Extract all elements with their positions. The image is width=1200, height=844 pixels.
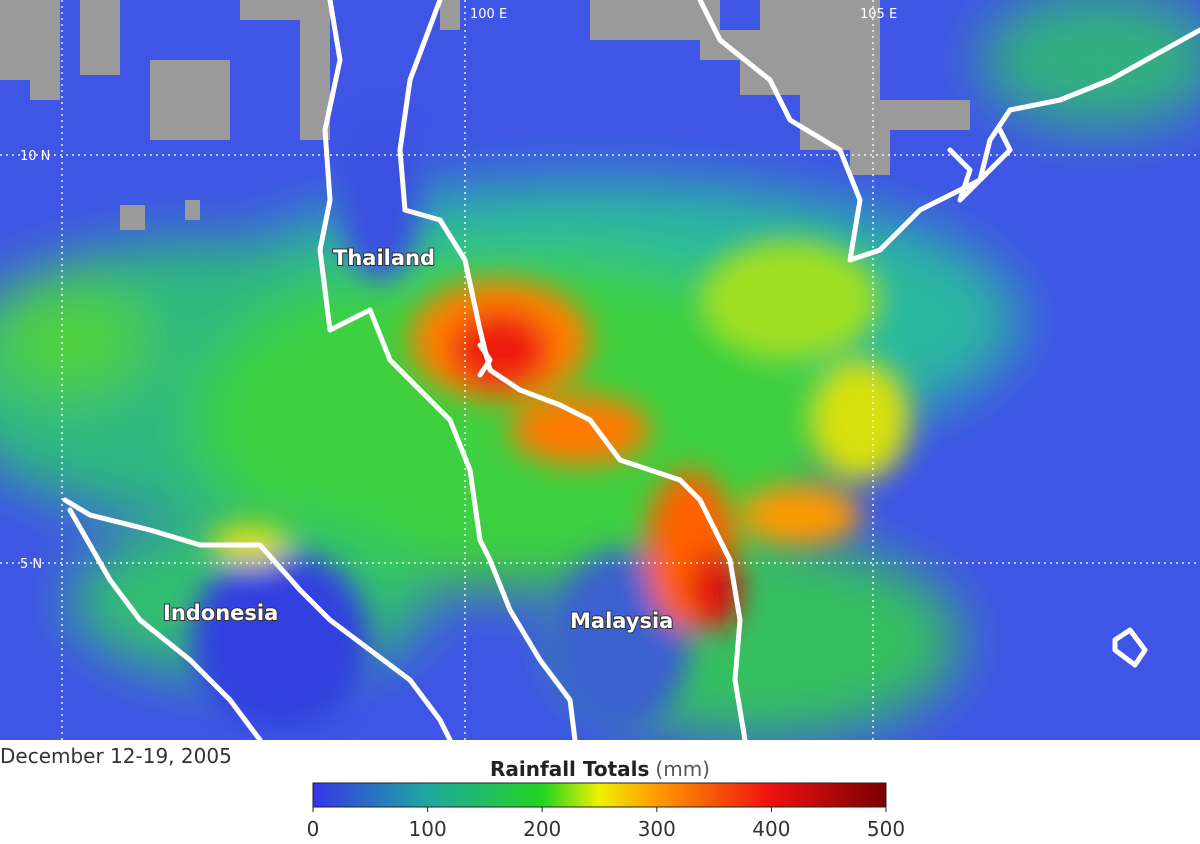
legend-title: Rainfall Totals (mm): [490, 757, 710, 781]
legend-title-text: Rainfall Totals: [490, 757, 649, 781]
rainfall-field: [0, 0, 1200, 740]
lon-label: 105 E: [860, 7, 897, 22]
tick-label: 0: [307, 817, 320, 841]
tick-label: 200: [523, 817, 561, 841]
tick-label: 500: [867, 817, 905, 841]
colorbar: [312, 782, 887, 808]
coastlines: [62, 0, 1200, 740]
place-label: Thailand: [333, 246, 435, 270]
tick-label: 100: [409, 817, 447, 841]
colorbar-ticks: 0 100 200 300 400 500: [307, 807, 905, 841]
tick-label: 300: [638, 817, 676, 841]
no-data: [0, 0, 970, 230]
lat-label: 5 N: [20, 557, 42, 572]
place-label: Indonesia: [163, 601, 278, 625]
legend-unit: (mm): [655, 757, 710, 781]
lat-label: 10 N: [20, 149, 50, 164]
lon-label: 100 E: [470, 7, 507, 22]
date-label: December 12-19, 2005: [0, 744, 232, 768]
tick-label: 400: [752, 817, 790, 841]
place-label: Malaysia: [570, 609, 673, 633]
